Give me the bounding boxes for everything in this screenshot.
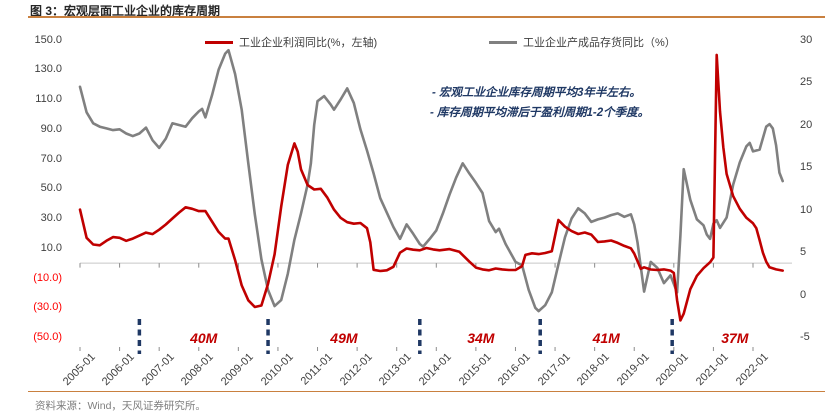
left-axis-tick: (30.0) [33, 301, 62, 314]
right-axis-tick: -5 [800, 331, 810, 343]
cycle-length-label: 49M [330, 330, 358, 346]
left-axis-tick: 130.0 [34, 63, 62, 76]
right-axis-tick: 5 [800, 246, 807, 258]
inventory-legend-label: 工业企业产成品存货同比（%） [523, 37, 676, 49]
right-axis-tick: 10 [800, 203, 813, 216]
right-axis-tick: 30 [800, 33, 813, 46]
right-axis-tick: 15 [800, 161, 813, 173]
profit-line-swatch [205, 40, 233, 44]
source-note: 资料来源：Wind，天风证券研究所。 [35, 400, 206, 412]
annotation-cycle-lag: - 库存周期平均滞后于盈利周期1-2个季度。 [430, 107, 650, 119]
left-axis-tick: 30.0 [40, 212, 62, 224]
inventory-line-swatch [489, 40, 517, 44]
left-axis-tick: 90.0 [40, 122, 62, 135]
footer-rule [28, 391, 825, 392]
legend-item-inventory: 工业企业产成品存货同比（%） [489, 34, 676, 50]
legend-item-profit: 工业企业利润同比(%，左轴) [205, 34, 377, 50]
title-underline [28, 16, 825, 18]
left-axis-tick: 150.0 [34, 33, 62, 46]
cycle-length-label: 34M [467, 330, 495, 346]
profit-line [78, 53, 785, 322]
left-axis-tick: 70.0 [40, 152, 62, 165]
profit-legend-label: 工业企业利润同比(%，左轴) [239, 37, 378, 49]
right-axis-tick: 20 [800, 118, 813, 131]
right-axis-tick: 25 [800, 76, 813, 88]
right-axis-tick: 0 [800, 288, 807, 301]
cycle-length-label: 41M [592, 330, 620, 346]
left-axis-tick: (10.0) [33, 271, 62, 284]
left-axis-tick: 110.0 [35, 93, 62, 105]
cycle-length-label: 37M [721, 330, 749, 346]
cycle-length-label: 40M [190, 330, 218, 346]
inventory-line [78, 48, 785, 313]
left-axis-tick: 50.0 [40, 182, 62, 195]
left-axis-tick: (50.0) [33, 331, 62, 343]
annotation-cycle-length: - 宏观工业企业库存周期平均3年半左右。 [432, 87, 641, 99]
figure-title: 图 3：宏观层面工业企业的库存周期 [30, 4, 221, 18]
left-axis-tick: 10.0 [40, 241, 62, 254]
